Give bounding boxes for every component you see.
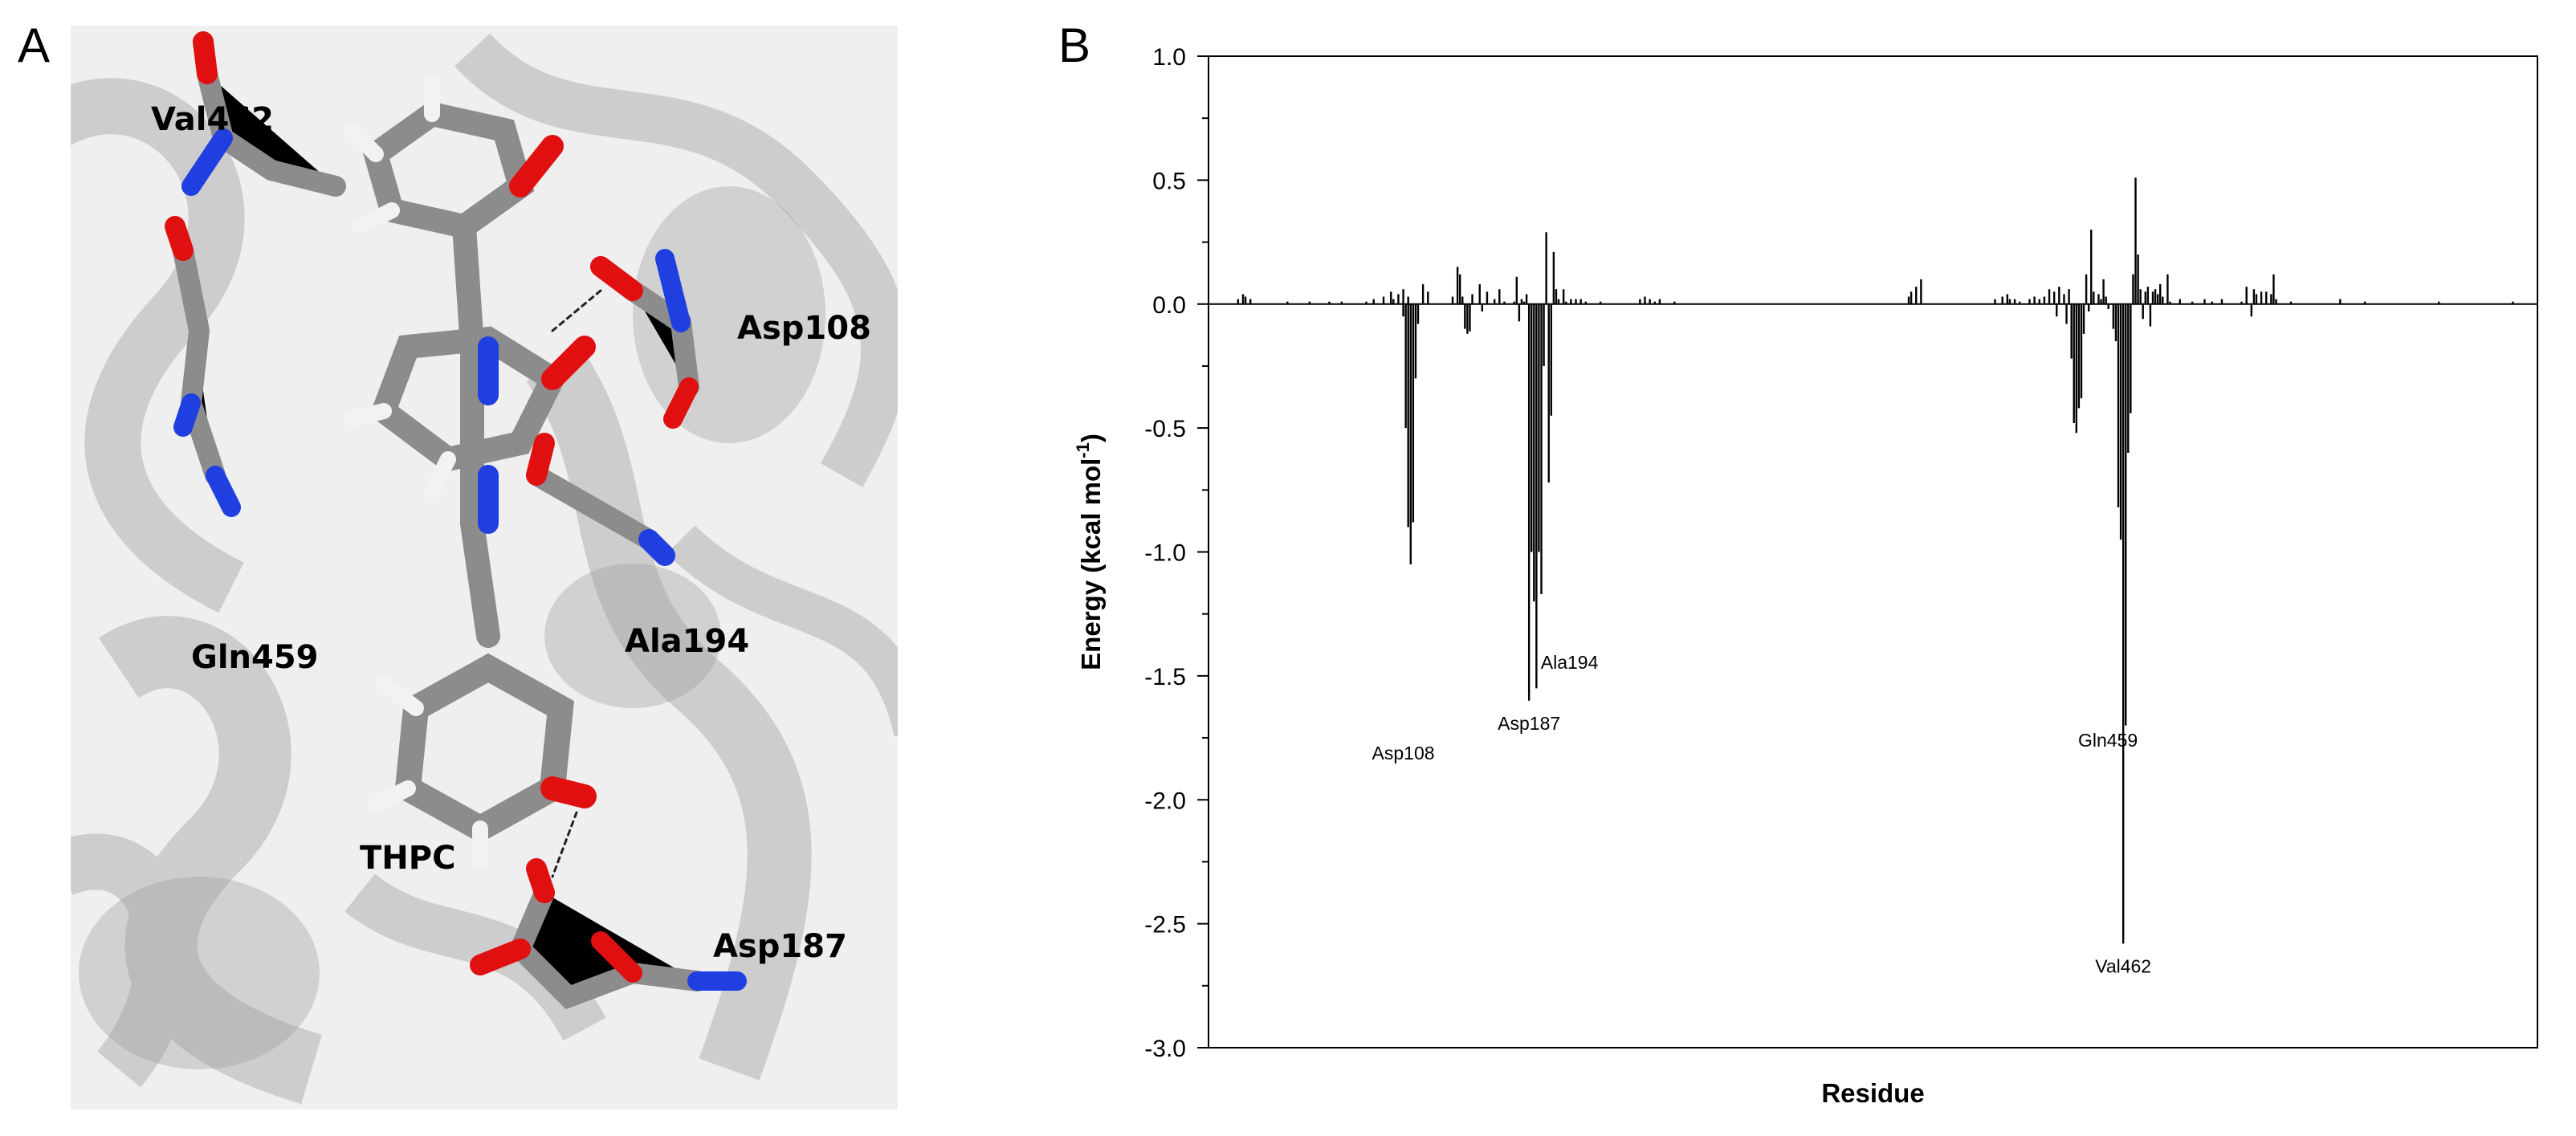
residue-asp187-sticks <box>470 811 747 1010</box>
bar-annotation: Asp108 <box>1372 743 1435 763</box>
bar-annotation: Ala194 <box>1541 652 1599 673</box>
residue-asp108-sticks <box>551 249 699 429</box>
energy-decomposition-chart: 1.0 0.5 0.0 -0.5 -1.0 -1.5 -2.0 -2.5 -3.0 Asp108… <box>1073 44 2538 1108</box>
residue-val462-sticks <box>181 31 346 197</box>
ribbon-shading <box>79 186 825 1069</box>
bar-annotation: Val462 <box>2095 955 2151 976</box>
annotations: Asp108 Ala194 Asp187 Gln459 Val462 <box>1372 652 2152 976</box>
y-tick-label: 0.5 <box>1152 168 1186 194</box>
y-tick-label: 0.0 <box>1152 292 1186 319</box>
label-gln459: Gln459 <box>191 639 319 676</box>
label-asp108: Asp108 <box>737 310 871 347</box>
y-tick-label: -1.5 <box>1144 664 1186 690</box>
panel-b-label: B <box>1058 18 1091 72</box>
y-tick-label: 1.0 <box>1152 44 1186 71</box>
label-asp187: Asp187 <box>713 928 847 965</box>
x-axis-title: Residue <box>1821 1078 1924 1108</box>
y-tick-label: -2.5 <box>1144 912 1186 939</box>
y-axis: 1.0 0.5 0.0 -0.5 -1.0 -1.5 -2.0 -2.5 -3.0 <box>1144 44 2538 1062</box>
y-tick-label: -0.5 <box>1144 416 1186 442</box>
y-tick-label: -1.0 <box>1144 540 1186 567</box>
molecular-structure-view: Val462 Asp108 Gln459 Ala194 THPC Asp187 <box>71 26 898 1110</box>
panel-a-label: A <box>18 18 51 72</box>
y-tick-label: -2.0 <box>1144 788 1186 814</box>
ligand-hydrogens <box>344 74 488 869</box>
y-tick-label: -3.0 <box>1144 1036 1186 1062</box>
plot-frame <box>1208 55 2538 1048</box>
label-ala194: Ala194 <box>625 623 749 660</box>
bars <box>1237 177 2514 944</box>
residue-ala194-sticks <box>526 433 675 566</box>
label-thpc: THPC <box>360 840 455 877</box>
residue-gln459-sticks <box>165 216 241 517</box>
label-val462: Val462 <box>151 101 274 138</box>
y-axis-title: Energy (kcal mol-1) <box>1073 434 1106 670</box>
bar-annotation: Asp187 <box>1498 713 1560 734</box>
bar-annotation: Gln459 <box>2078 730 2138 751</box>
